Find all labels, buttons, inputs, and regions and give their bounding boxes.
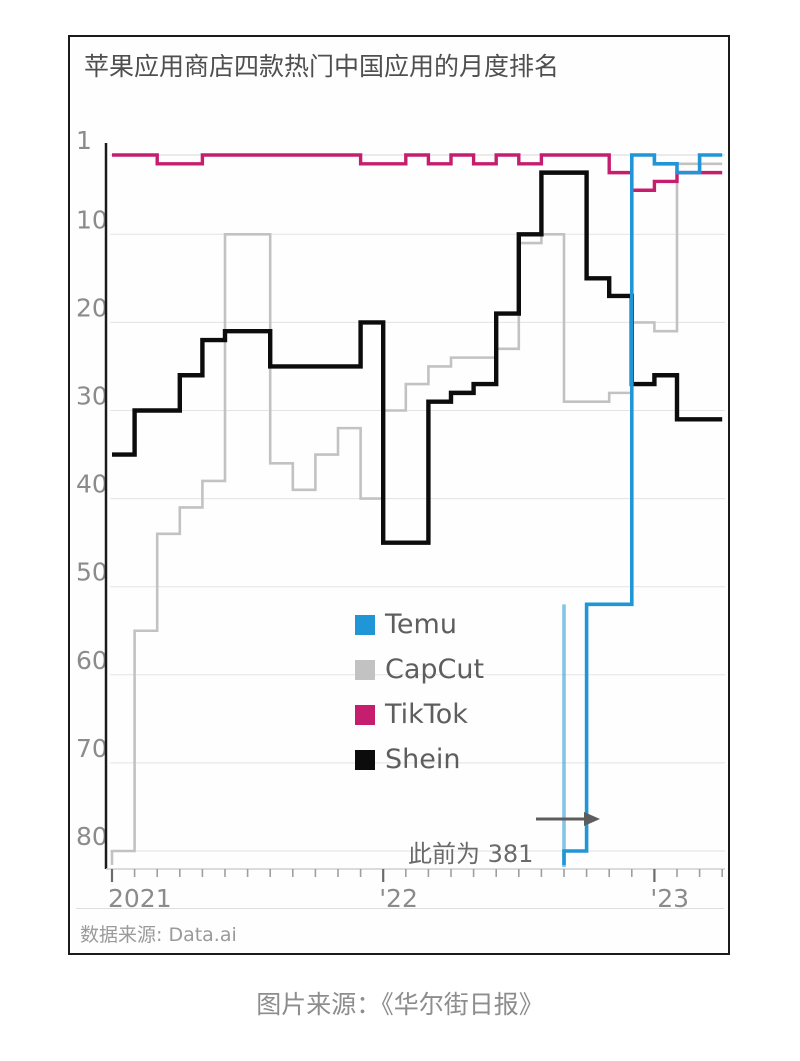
axis-lines [104,143,725,870]
annotation-arrow [536,812,600,826]
series-line-shein [112,170,723,545]
legend-swatch-icon [355,659,375,680]
legend-item-shein: Shein [355,737,484,782]
x-axis-ticks [110,869,724,882]
plot-area: 1 10 20 30 40 50 60 70 80 2021'22'23 [70,37,732,957]
series-line-temu [562,153,723,865]
series-line-capcut [110,162,723,865]
legend-swatch-icon [355,614,375,635]
data-series [110,153,723,867]
source-label: 数据来源: Data.ai [80,924,237,946]
arrow-head-icon [584,812,600,826]
y-tick-label: 10 [76,205,108,234]
source-divider [76,908,724,909]
page-title: 苹果应用商店四款热门中国应用的月度排名 [84,52,560,81]
legend-label: Temu [385,609,457,640]
legend-item-temu: Temu [355,602,484,647]
legend-label: Shein [385,744,461,775]
y-tick-label: 40 [76,470,108,499]
y-tick-label: 1 [76,126,92,155]
legend-label: TikTok [385,699,468,730]
legend-swatch-icon [355,749,375,770]
y-tick-label: 60 [76,646,108,675]
y-tick-label: 80 [76,822,108,851]
y-axis-labels: 1 10 20 30 40 50 60 70 80 [76,126,108,851]
y-tick-label: 50 [76,558,108,587]
legend-item-capcut: CapCut [355,647,484,692]
y-tick-label: 20 [76,293,108,322]
annotation-label: 此前为 381 [408,840,534,868]
legend-swatch-icon [355,704,375,725]
image-caption: 图片来源：《华尔街日报》 [256,990,544,1019]
chart-card: 苹果应用商店四款热门中国应用的月度排名 1 10 20 30 40 50 60 70 80 20… [68,35,730,955]
chart-legend: Temu CapCut TikTok Shein [355,602,484,782]
y-tick-label: 70 [76,734,108,763]
y-tick-label: 30 [76,381,108,410]
legend-item-tiktok: TikTok [355,692,484,737]
legend-label: CapCut [385,654,485,685]
